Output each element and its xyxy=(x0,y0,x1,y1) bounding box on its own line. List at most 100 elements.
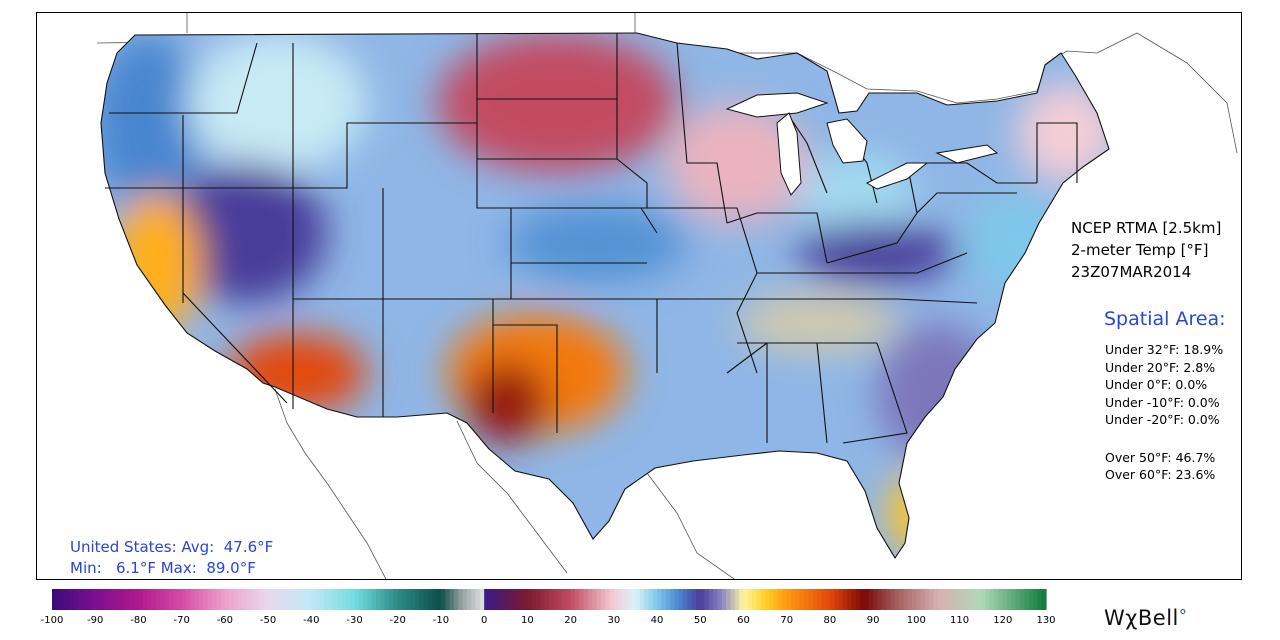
colorbar-segment xyxy=(237,589,243,610)
colorbar-tick-label: -50 xyxy=(260,615,276,626)
colorbar-segment xyxy=(345,589,351,610)
colorbar-segment xyxy=(765,589,771,610)
colorbar-segment xyxy=(747,589,753,610)
colorbar-tick-label: -40 xyxy=(303,615,319,626)
colorbar-segment xyxy=(415,589,420,610)
colorbar-segment xyxy=(155,589,161,610)
colorbar-tick-label: -90 xyxy=(87,615,103,626)
colorbar-tick-label: 50 xyxy=(694,615,707,626)
colorbar-segment xyxy=(842,589,848,610)
colorbar-segment xyxy=(907,589,913,610)
colorbar-segment xyxy=(912,589,917,610)
colorbar-segment xyxy=(756,589,762,610)
colorbar-segment xyxy=(687,589,693,610)
colorbar-segment xyxy=(799,589,805,610)
colorbar-segment xyxy=(734,589,740,610)
colorbar-segment xyxy=(864,589,870,610)
colorbar-segment xyxy=(644,589,649,610)
colorbar-segment xyxy=(147,589,152,610)
colorbar-segment xyxy=(890,589,896,610)
colorbar-segment xyxy=(816,589,822,610)
colorbar-segment xyxy=(315,589,321,610)
colorbar-segment xyxy=(423,589,429,610)
colorbar-segment xyxy=(371,589,377,610)
colorbar-segment xyxy=(730,589,736,610)
colorbar-segment xyxy=(557,589,563,610)
colorbar-segment xyxy=(579,589,585,610)
temperature-region-new-england xyxy=(1017,83,1109,183)
colorbar-segment xyxy=(1037,589,1043,610)
colorbar-segment xyxy=(596,589,602,610)
colorbar-tick-label: 30 xyxy=(607,615,620,626)
colorbar-segment xyxy=(272,589,278,610)
stats-average: United States: Avg: 47.6°F xyxy=(70,538,274,556)
colorbar-segment xyxy=(125,589,131,610)
colorbar-segment xyxy=(432,589,438,610)
colorbar-segment xyxy=(821,589,827,610)
product-line-1: NCEP RTMA [2.5km] xyxy=(1071,219,1222,237)
logo-text: WχBell xyxy=(1104,606,1179,630)
colorbar-segment xyxy=(294,589,299,610)
colorbar-segment xyxy=(298,589,304,610)
colorbar-segment xyxy=(778,589,783,610)
colorbar-segment xyxy=(929,589,935,610)
colorbar-segment xyxy=(514,589,520,610)
colorbar-segment xyxy=(406,589,412,610)
product-info: NCEP RTMA [2.5km] 2-meter Temp [°F] 23Z0… xyxy=(1071,217,1221,283)
colorbar-tick-label: 90 xyxy=(867,615,880,626)
colorbar-segment xyxy=(363,589,369,610)
colorbar-segment xyxy=(682,589,688,610)
colorbar-segment xyxy=(851,589,857,610)
colorbar-segment xyxy=(972,589,978,610)
product-line-2: 2-meter Temp [°F] xyxy=(1071,241,1209,259)
colorbar-segment xyxy=(946,589,952,610)
colorbar-segment xyxy=(207,589,213,610)
colorbar-segment xyxy=(181,589,187,610)
colorbar-segment xyxy=(52,589,57,610)
colorbar-segment xyxy=(60,589,66,610)
colorbar-segment xyxy=(855,589,861,610)
colorbar-segment xyxy=(103,589,109,610)
colorbar-segment xyxy=(479,589,485,610)
colorbar-segment xyxy=(626,589,632,610)
colorbar-segment xyxy=(657,589,662,610)
colorbar-segment xyxy=(549,589,554,610)
colorbar-segment xyxy=(164,589,170,610)
colorbar-segment xyxy=(937,589,943,610)
colorbar-segment xyxy=(350,589,356,610)
temperature-region-pacific-northwest xyxy=(101,33,202,213)
colorbar-segment xyxy=(518,589,524,610)
colorbar-segment xyxy=(760,589,766,610)
colorbar-segment xyxy=(812,589,818,610)
colorbar-segment xyxy=(773,589,779,610)
colorbar-segment xyxy=(743,589,749,610)
colorbar-segment xyxy=(311,589,317,610)
colorbar-segment xyxy=(449,589,455,610)
colorbar-segment xyxy=(484,589,490,610)
colorbar-segment xyxy=(570,589,576,610)
colorbar-segment xyxy=(73,589,79,610)
colorbar-tick-label: 70 xyxy=(780,615,793,626)
colorbar-tick-label: -30 xyxy=(346,615,362,626)
colorbar-tick-label: -80 xyxy=(130,615,146,626)
colorbar-segment xyxy=(216,589,222,610)
colorbar-segment xyxy=(466,589,472,610)
colorbar-segment xyxy=(376,589,382,610)
colorbar-segment xyxy=(950,589,956,610)
colorbar-segment xyxy=(384,589,390,610)
colorbar-segment xyxy=(998,589,1004,610)
colorbar-segment xyxy=(358,589,364,610)
colorbar-tick-label: -100 xyxy=(41,615,64,626)
colorbar-segment xyxy=(86,589,92,610)
colorbar-segment xyxy=(138,589,144,610)
colorbar-segment xyxy=(302,589,308,610)
colorbar-segment xyxy=(903,589,909,610)
colorbar-segment xyxy=(285,589,291,610)
under-minus-10-row: Under -10°F: 0.0% xyxy=(1105,394,1220,410)
colorbar-segment xyxy=(142,589,148,610)
temperature-region-northern-rockies xyxy=(187,33,367,173)
colorbar-segment xyxy=(1024,589,1030,610)
colorbar-segment xyxy=(501,589,507,610)
colorbar-segment xyxy=(56,589,62,610)
colorbar-segment xyxy=(674,589,680,610)
